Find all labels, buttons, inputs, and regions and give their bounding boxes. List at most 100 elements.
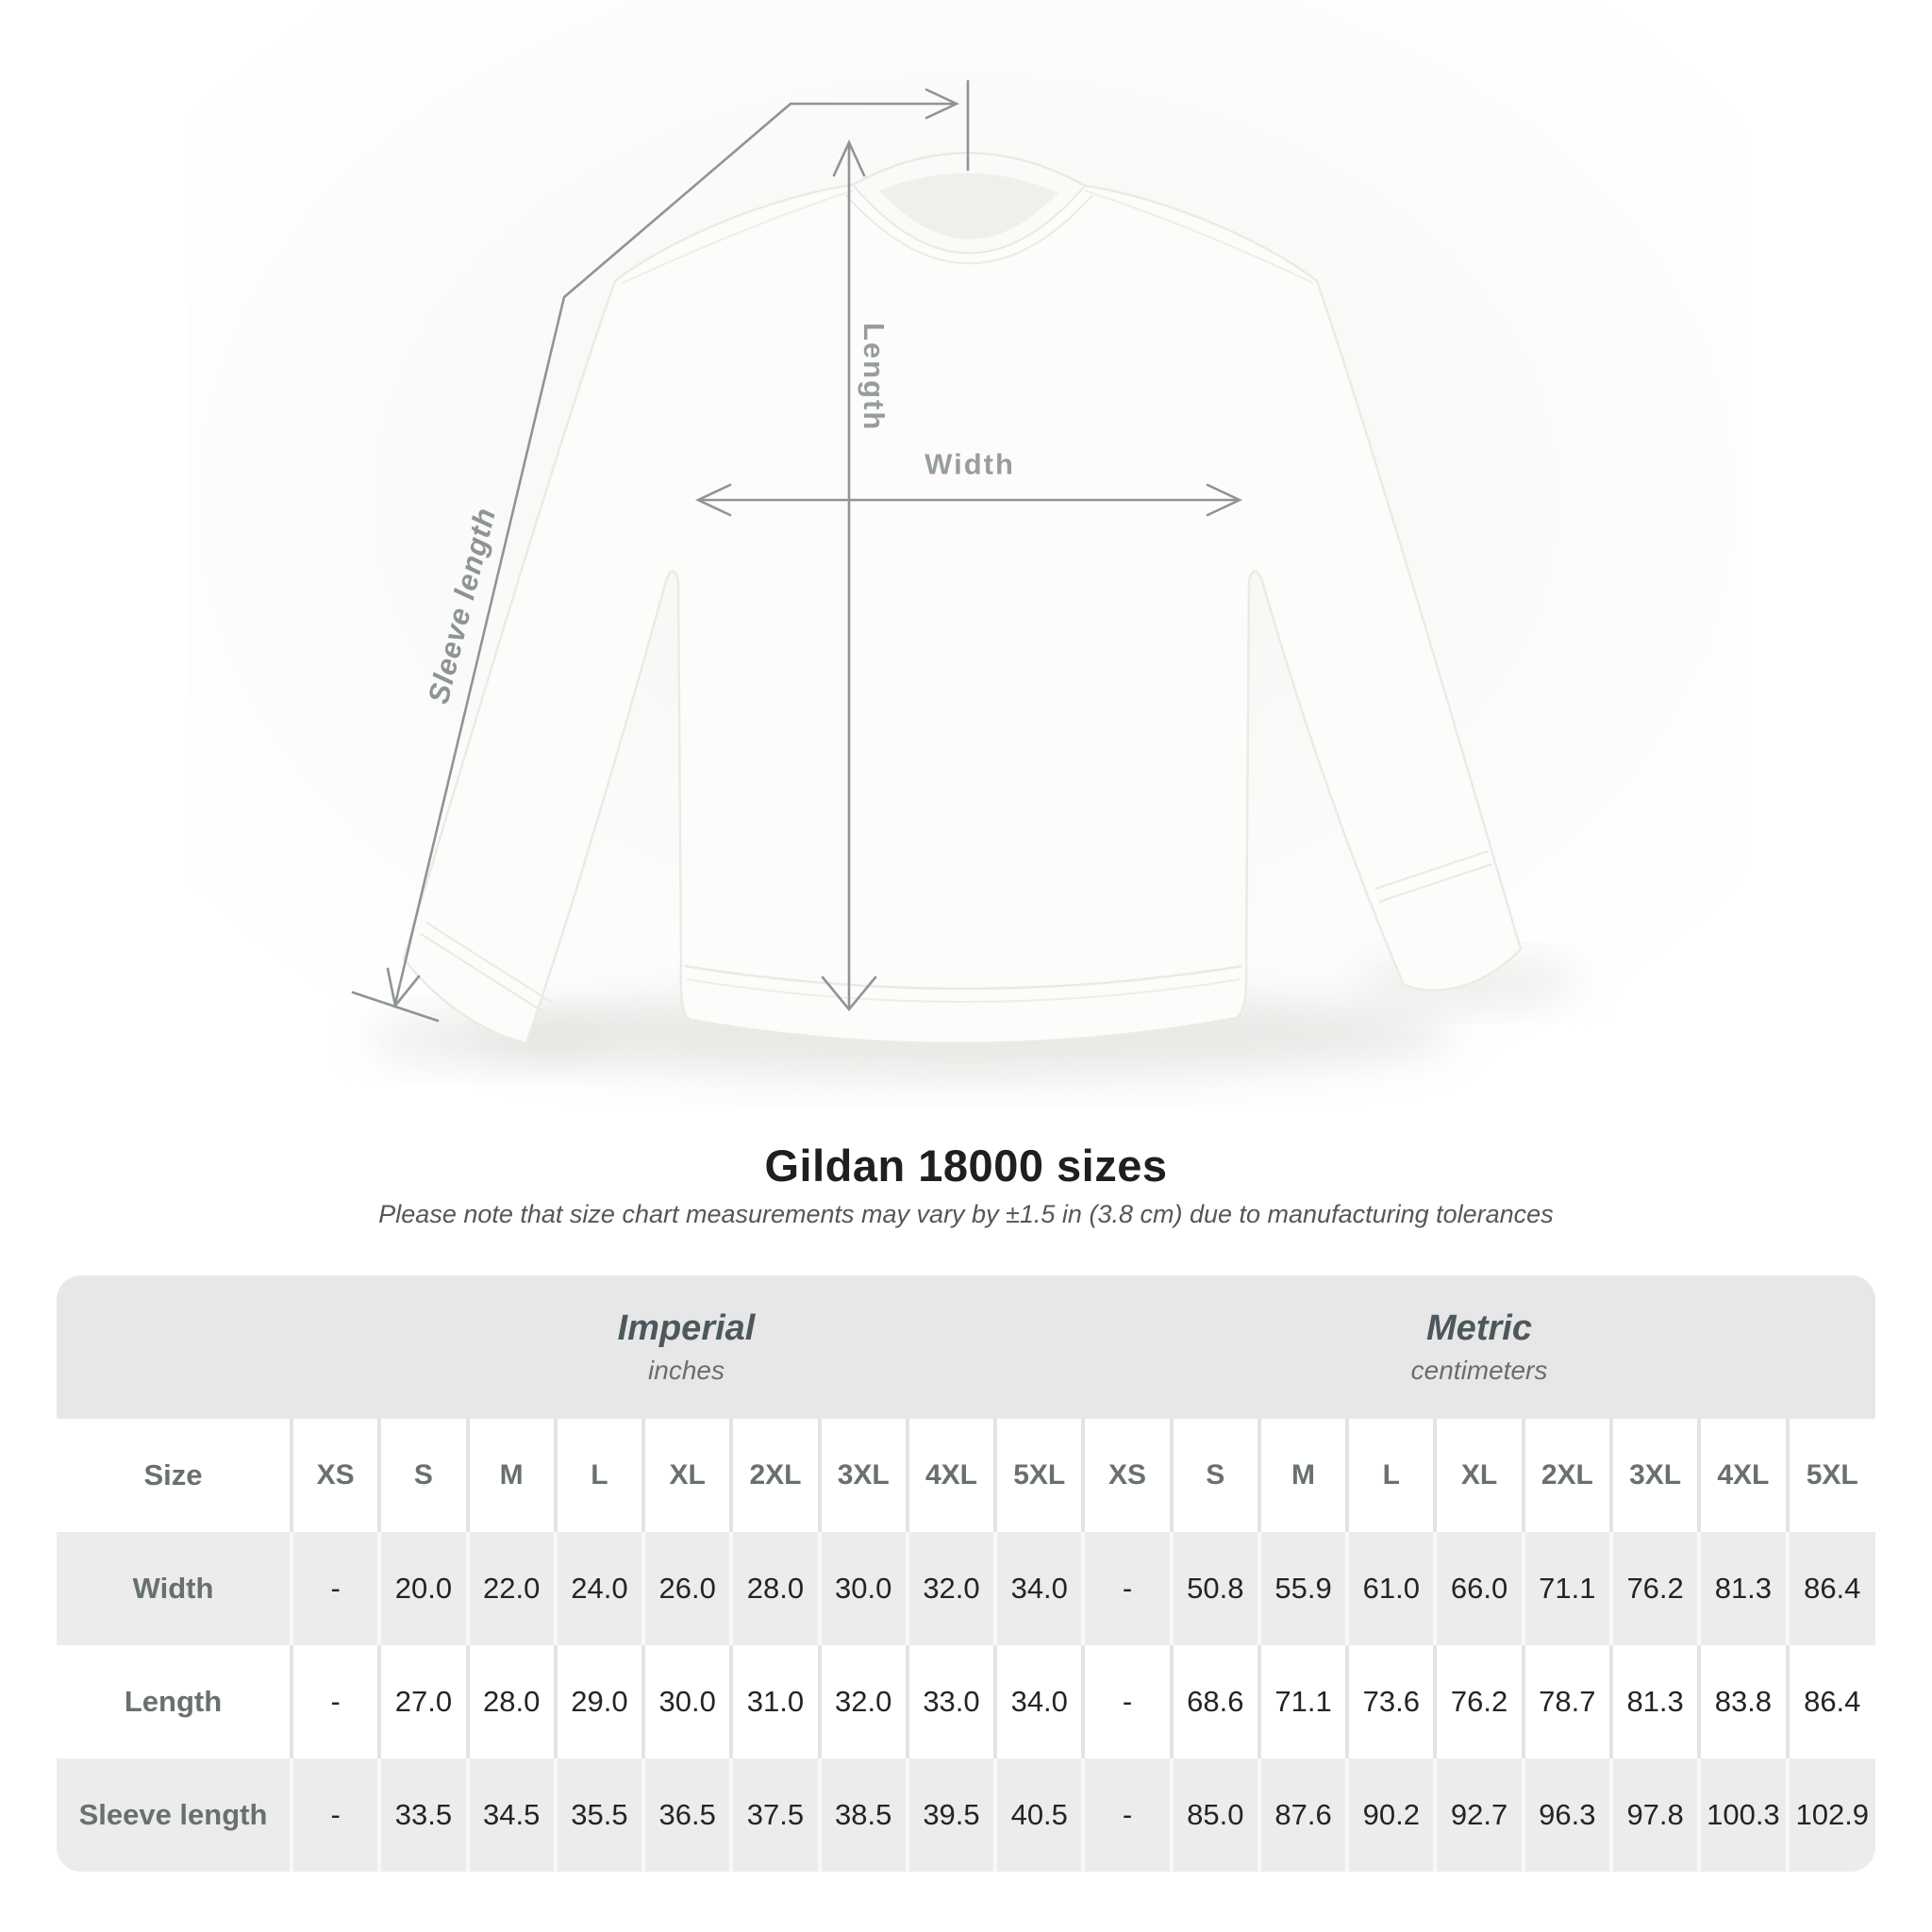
imperial-value: 27.0: [377, 1645, 468, 1758]
metric-group-unit: centimeters: [1410, 1356, 1548, 1385]
imperial-value: 33.0: [905, 1645, 996, 1758]
size-header-imperial-l: L: [553, 1419, 644, 1532]
unit-group-imperial: Imperial inches: [290, 1275, 1083, 1419]
metric-value: 92.7: [1433, 1758, 1524, 1872]
metric-value: 100.3: [1697, 1758, 1788, 1872]
row-label: Length: [124, 1685, 223, 1718]
size-table-card: Imperial inches Metric centimeters Size X…: [57, 1275, 1875, 1872]
metric-value: 76.2: [1433, 1645, 1524, 1758]
imperial-value: 37.5: [729, 1758, 820, 1872]
metric-value: 86.4: [1785, 1645, 1875, 1758]
length-top-reference-arrow: [924, 88, 960, 120]
size-header-metric-5xl: 5XL: [1785, 1419, 1875, 1532]
metric-value: 68.6: [1169, 1645, 1259, 1758]
metric-value: 96.3: [1521, 1758, 1611, 1872]
imperial-value: 22.0: [465, 1532, 556, 1645]
size-header-imperial-xl: XL: [641, 1419, 732, 1532]
imperial-value: 31.0: [729, 1645, 820, 1758]
unit-group-metric: Metric centimeters: [1083, 1275, 1875, 1419]
width-arrow-left: [694, 483, 732, 517]
imperial-value: 36.5: [641, 1758, 732, 1872]
imperial-value: -: [289, 1758, 380, 1872]
size-header-imperial-5xl: 5XL: [993, 1419, 1084, 1532]
row-label: Width: [132, 1572, 214, 1605]
imperial-value: 24.0: [553, 1532, 644, 1645]
imperial-value: -: [289, 1645, 380, 1758]
metric-value: 83.8: [1697, 1645, 1788, 1758]
waistband-seam: [684, 964, 1243, 991]
imperial-value: 34.0: [993, 1532, 1084, 1645]
imperial-value: 32.0: [817, 1645, 908, 1758]
metric-value: 102.9: [1785, 1758, 1875, 1872]
waistband-seam-2: [686, 978, 1241, 1003]
metric-value: 81.3: [1697, 1532, 1788, 1645]
metric-value: -: [1081, 1645, 1172, 1758]
measurement-row-sleeve-length: Sleeve length -33.5 34.5 35.5 36.5 37.5 38.5 39…: [57, 1758, 1875, 1872]
size-header-imperial-2xl: 2XL: [729, 1419, 820, 1532]
metric-value: 66.0: [1433, 1532, 1524, 1645]
size-table: Size XS S M L XL 2XL 3XL 4XL 5XL XS S M L XL 2XL 3XL 4XL 5…: [57, 1419, 1875, 1872]
size-header-metric-xl: XL: [1433, 1419, 1524, 1532]
sleeve-length-end-tick: [351, 991, 440, 1023]
size-column-header: Size: [143, 1458, 203, 1491]
length-measurement-label: Length: [858, 323, 891, 432]
length-arrow-bottom: [821, 975, 877, 1012]
metric-value: 85.0: [1169, 1758, 1259, 1872]
metric-value: 73.6: [1345, 1645, 1436, 1758]
width-measurement-label: Width: [924, 447, 1015, 481]
metric-value: -: [1081, 1758, 1172, 1872]
imperial-value: 40.5: [993, 1758, 1084, 1872]
size-header-imperial-4xl: 4XL: [905, 1419, 996, 1532]
imperial-value: 38.5: [817, 1758, 908, 1872]
metric-value: 55.9: [1257, 1532, 1348, 1645]
imperial-value: 33.5: [377, 1758, 468, 1872]
sweatshirt-body: [402, 152, 1523, 1045]
page-title: Gildan 18000 sizes: [764, 1141, 1168, 1191]
collar-seam: [844, 193, 1093, 265]
measurement-row-length: Length -27.0 28.0 29.0 30.0 31.0 32.0 33.0 34.0-…: [57, 1645, 1875, 1758]
size-table-head-row: Size XS S M L XL 2XL 3XL 4XL 5XL XS S M L XL 2XL 3XL 4XL 5…: [57, 1419, 1875, 1532]
imperial-value: 28.0: [465, 1645, 556, 1758]
size-header-imperial-s: S: [377, 1419, 468, 1532]
metric-value: 71.1: [1257, 1645, 1348, 1758]
metric-value: 71.1: [1521, 1532, 1611, 1645]
metric-value: 97.8: [1608, 1758, 1700, 1872]
size-header-imperial-xs: XS: [289, 1419, 380, 1532]
size-header-metric-m: M: [1257, 1419, 1348, 1532]
imperial-value: 29.0: [553, 1645, 644, 1758]
sweatshirt-illustration: [189, 0, 1745, 1108]
imperial-value: 20.0: [377, 1532, 468, 1645]
imperial-group-title: Imperial: [617, 1308, 756, 1348]
measurement-row-width: Width -20.0 22.0 24.0 26.0 28.0 30.0 32.0 34.0-5…: [57, 1532, 1875, 1645]
metric-value: 81.3: [1608, 1645, 1700, 1758]
imperial-value: -: [289, 1532, 380, 1645]
row-label: Sleeve length: [78, 1798, 268, 1831]
metric-value: 78.7: [1521, 1645, 1611, 1758]
imperial-value: 34.0: [993, 1645, 1084, 1758]
shoulder-seam-right: [1084, 190, 1314, 284]
size-header-imperial-3xl: 3XL: [817, 1419, 908, 1532]
measurement-lines: [351, 79, 1243, 1023]
cuff-seam-left: [420, 922, 552, 1014]
cuff-seam-right: [1374, 850, 1493, 903]
size-header-metric-4xl: 4XL: [1697, 1419, 1788, 1532]
imperial-value: 34.5: [465, 1758, 556, 1872]
shoulder-seam-left: [622, 190, 854, 284]
imperial-value: 35.5: [553, 1758, 644, 1872]
size-header-metric-l: L: [1345, 1419, 1436, 1532]
sleeve-length-line: [393, 102, 792, 1006]
width-arrow-right: [1206, 483, 1243, 517]
imperial-value: 28.0: [729, 1532, 820, 1645]
imperial-value: 30.0: [641, 1645, 732, 1758]
sweatshirt-graphic: [402, 152, 1523, 1045]
metric-value: 61.0: [1345, 1532, 1436, 1645]
imperial-value: 30.0: [817, 1532, 908, 1645]
length-arrow-top: [832, 139, 866, 177]
metric-value: 90.2: [1345, 1758, 1436, 1872]
metric-value: 87.6: [1257, 1758, 1348, 1872]
size-header-imperial-m: M: [465, 1419, 556, 1532]
product-photo: Length Width Sleeve length: [189, 0, 1745, 1108]
collar-opening: [879, 173, 1058, 240]
metric-value: -: [1081, 1532, 1172, 1645]
